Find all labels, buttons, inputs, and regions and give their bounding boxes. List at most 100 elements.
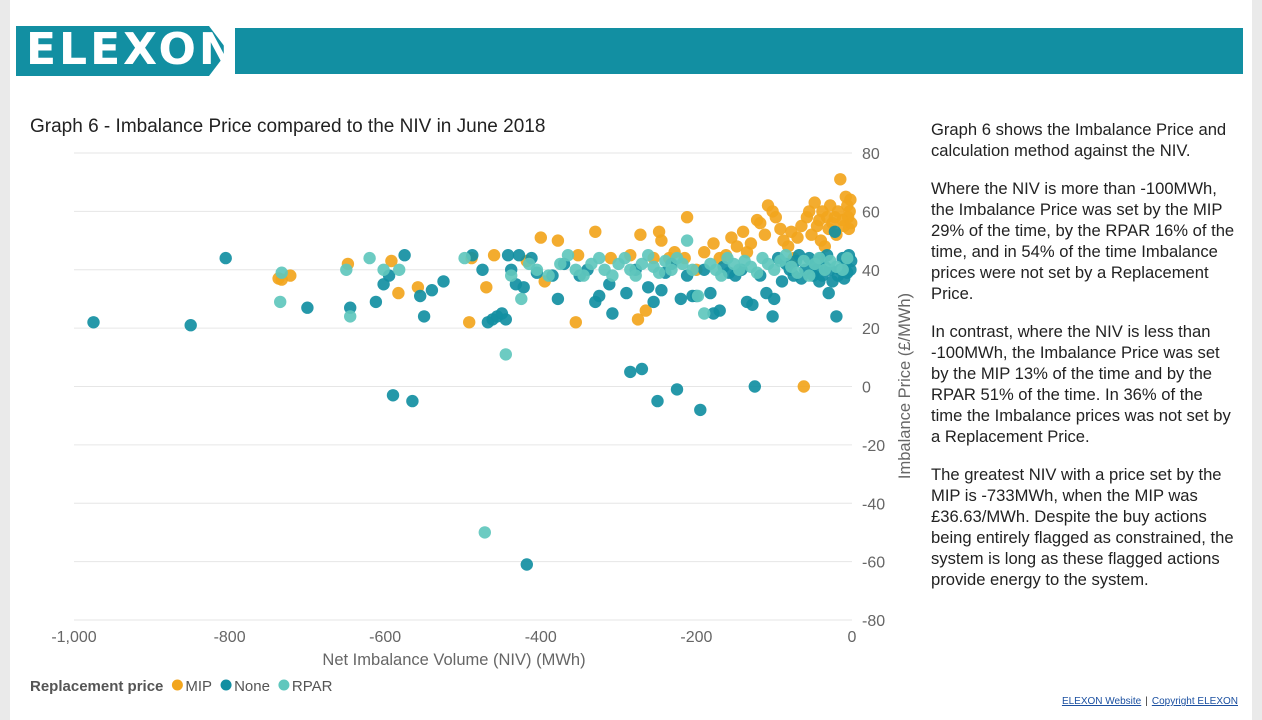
elexon-logo[interactable]: ELEXON (16, 24, 236, 76)
legend-marker-none (220, 679, 232, 691)
x-tick-label: -800 (214, 629, 246, 646)
x-tick-label: -200 (680, 629, 712, 646)
data-point-none (219, 251, 232, 265)
copyright-link[interactable]: Copyright ELEXON (1151, 696, 1238, 707)
data-point-mip (736, 225, 750, 238)
data-point-rpar (530, 263, 544, 276)
data-point-mip (698, 246, 711, 259)
data-point-rpar (750, 266, 764, 279)
data-point-rpar (635, 257, 649, 271)
x-tick-label: -400 (525, 629, 557, 646)
data-point-mip (631, 313, 645, 326)
description-paragraph: Where the NIV is more than -100MWh, the … (931, 179, 1235, 303)
data-point-none (647, 295, 660, 309)
data-point-rpar (554, 257, 567, 271)
data-point-none (520, 558, 533, 571)
data-point-rpar (676, 257, 689, 271)
data-point-none (620, 286, 633, 300)
data-point-mip (569, 316, 582, 329)
data-point-rpar (797, 254, 810, 268)
data-point-rpar (377, 263, 390, 276)
data-point-rpar (665, 263, 678, 276)
data-point-none (184, 319, 197, 332)
data-point-none (694, 403, 707, 417)
y-tick-label: 60 (862, 204, 880, 221)
y-tick-label: 80 (862, 146, 880, 163)
data-point-rpar (642, 249, 655, 262)
data-point-mip (534, 231, 547, 244)
data-point-rpar (340, 263, 353, 276)
data-point-none (369, 295, 383, 309)
y-tick-label: 20 (862, 321, 880, 338)
data-point-rpar (344, 310, 357, 323)
data-point-none (748, 380, 761, 393)
data-point-mip (730, 240, 744, 253)
data-point-none (674, 292, 687, 306)
data-point-none (501, 249, 515, 262)
data-point-none (499, 313, 512, 326)
data-point-rpar (803, 269, 816, 282)
data-point-mip (480, 281, 493, 294)
data-point-rpar (561, 249, 575, 262)
chart-title: Graph 6 - Imbalance Price compared to th… (30, 116, 546, 137)
data-point-none (606, 307, 619, 320)
data-point-rpar (593, 251, 606, 265)
logo-text: ELEXON (26, 24, 239, 75)
footer-links: ELEXON Website | Copyright ELEXON (1062, 696, 1238, 707)
data-point-mip (385, 254, 398, 268)
y-tick-label: -20 (862, 438, 885, 455)
data-point-none (768, 292, 781, 306)
logo-shape (16, 26, 228, 76)
data-point-mip (754, 216, 767, 230)
data-point-mip (808, 196, 821, 209)
data-point-none (437, 275, 450, 288)
data-point-rpar (618, 251, 631, 265)
data-point-mip (843, 205, 856, 218)
data-point-mip (680, 211, 694, 224)
data-point-rpar (715, 269, 728, 282)
data-point-rpar (768, 263, 781, 276)
data-point-mip (589, 225, 602, 238)
data-point-rpar (841, 251, 854, 265)
y-axis-title: Imbalance Price (£/MWh) (896, 293, 914, 479)
data-point-none (642, 281, 655, 294)
legend-label-none: None (234, 678, 270, 695)
data-point-none (398, 249, 411, 262)
data-point-mip (655, 234, 668, 247)
data-point-mip (392, 286, 405, 300)
data-point-none (517, 281, 530, 294)
data-point-rpar (542, 269, 555, 282)
elexon-website-link[interactable]: ELEXON Website (1061, 696, 1142, 707)
data-point-none (512, 249, 526, 262)
data-point-mip (744, 237, 758, 250)
data-point-none (713, 304, 726, 317)
data-point-mip (707, 237, 720, 250)
description-paragraph: The greatest NIV with a price set by the… (931, 465, 1234, 589)
data-point-none (425, 284, 439, 297)
data-point-rpar (577, 269, 590, 282)
data-point-mip (551, 234, 565, 247)
data-point-none (670, 383, 684, 396)
legend-marker-mip (171, 679, 183, 691)
description-paragraph: Graph 6 shows the Imbalance Price and ca… (931, 120, 1227, 160)
data-point-mip (463, 316, 476, 329)
data-point-none (746, 298, 759, 311)
data-point-none (704, 286, 717, 300)
y-tick-label: -60 (862, 555, 885, 572)
data-point-none (766, 310, 779, 323)
description-panel: Graph 6 shows the Imbalance Price and ca… (931, 119, 1237, 607)
data-point-none (87, 316, 100, 329)
data-point-mip (758, 228, 772, 241)
y-tick-label: -80 (862, 613, 885, 630)
data-point-none (635, 362, 649, 376)
data-point-rpar (363, 251, 376, 265)
data-point-none (417, 310, 431, 323)
page: ELEXON Graph 6 - Imbalance Price compare… (10, 0, 1252, 720)
data-point-none (301, 301, 314, 314)
data-point-none (651, 394, 664, 408)
y-tick-label: -40 (862, 496, 885, 513)
data-point-mip (797, 380, 810, 393)
data-point-none (551, 292, 565, 306)
data-point-mip (639, 304, 652, 317)
x-axis-title: Net Imbalance Volume (NIV) (MWh) (322, 651, 585, 669)
